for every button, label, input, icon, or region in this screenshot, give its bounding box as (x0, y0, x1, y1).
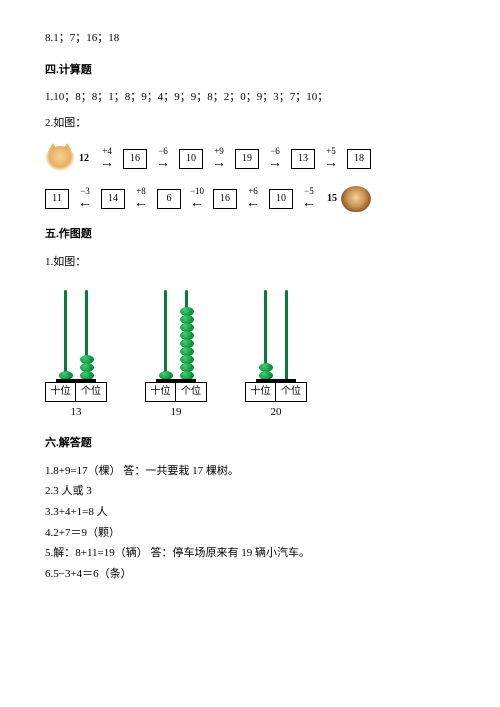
ones-rod (185, 290, 188, 380)
flow2-start: 15 (325, 191, 339, 207)
monkey-icon (341, 186, 371, 212)
flow-row-2: 11 −3← 14 +8← 6 −10← 16 +6← 10 −5← 15 (45, 186, 455, 212)
flow2-op-3: +8 (136, 187, 146, 196)
answer-line-4: 5.解：8+11=19（辆） 答：停车场原来有 19 辆小汽车。 (45, 545, 455, 563)
abacus-number: 13 (71, 404, 82, 422)
flow1-op-1: −6 (158, 147, 168, 156)
flow1-start: 12 (77, 151, 91, 167)
flow1-box-3: 13 (291, 149, 315, 169)
abacus-number: 20 (271, 404, 282, 422)
bead-icon (80, 371, 94, 380)
abacus-2: 十位个位 20 (245, 290, 307, 422)
flow1-op-3: −6 (270, 147, 280, 156)
flow2-box-4: 11 (45, 189, 69, 209)
position-labels: 十位个位 (45, 382, 107, 402)
answer-line-1: 2.3 人或 3 (45, 483, 455, 501)
abacus-1: 十位个位 19 (145, 290, 207, 422)
answer-line-2: 3.3+4+1=8 人 (45, 504, 455, 522)
section6-title: 六.解答题 (45, 435, 455, 453)
section4-title: 四.计算题 (45, 62, 455, 80)
flow2-box-3: 14 (101, 189, 125, 209)
ones-label: 个位 (276, 383, 306, 401)
abacus-rods (164, 290, 188, 380)
abacus-row: 十位个位13十位个位19十位个位20 (45, 290, 455, 422)
bead-icon (259, 371, 273, 380)
arrow-left-icon: ← (78, 197, 92, 211)
answer-line-0: 1.8+9=17（棵） 答：一共要栽 17 棵树。 (45, 463, 455, 481)
cat-icon (45, 146, 75, 172)
arrow-right-icon: → (156, 157, 170, 171)
section5-title: 五.作图题 (45, 226, 455, 244)
section6-lines: 1.8+9=17（棵） 答：一共要栽 17 棵树。 2.3 人或 3 3.3+4+1… (45, 463, 455, 584)
flow2-op-1: +6 (248, 187, 258, 196)
ones-label: 个位 (176, 383, 206, 401)
abacus-rods (64, 290, 88, 380)
flow-row-1: 12 +4→ 16 −6→ 10 +9→ 19 −6→ 13 +5→ 18 (45, 146, 455, 172)
flow1-op-2: +9 (214, 147, 224, 156)
flow2-box-0: 10 (269, 189, 293, 209)
answer-line-5: 6.5−3+4＝6（条） (45, 566, 455, 584)
tens-rod (264, 290, 267, 380)
ones-rod (85, 290, 88, 380)
abacus-number: 19 (171, 404, 182, 422)
line-8: 8.1；7；16；18 (45, 30, 455, 48)
flow-diagram: 12 +4→ 16 −6→ 10 +9→ 19 −6→ 13 +5→ 18 11… (45, 146, 455, 212)
flow1-box-2: 19 (235, 149, 259, 169)
tens-label: 十位 (46, 383, 76, 401)
tens-label: 十位 (246, 383, 276, 401)
arrow-right-icon: → (212, 157, 226, 171)
flow1-op-4: +5 (326, 147, 336, 156)
bead-icon (59, 371, 73, 380)
arrow-right-icon: → (100, 157, 114, 171)
arrow-left-icon: ← (246, 197, 260, 211)
flow2-op-0: −5 (304, 187, 314, 196)
ones-label: 个位 (76, 383, 106, 401)
position-labels: 十位个位 (245, 382, 307, 402)
position-labels: 十位个位 (145, 382, 207, 402)
arrow-left-icon: ← (190, 197, 204, 211)
abacus-rods (264, 290, 288, 380)
arrow-right-icon: → (268, 157, 282, 171)
arrow-left-icon: ← (302, 197, 316, 211)
arrow-left-icon: ← (134, 197, 148, 211)
bead-icon (159, 371, 173, 380)
flow1-box-1: 10 (179, 149, 203, 169)
section4-line2: 2.如图： (45, 115, 455, 133)
section4-line1: 1.10；8；8；1；8；9；4；9；9；8；2；0；9；3；7；10； (45, 89, 455, 107)
bead-icon (180, 371, 194, 380)
flow1-box-0: 16 (123, 149, 147, 169)
flow1-op-0: +4 (102, 147, 112, 156)
arrow-right-icon: → (324, 157, 338, 171)
flow2-box-1: 16 (213, 189, 237, 209)
tens-rod (164, 290, 167, 380)
flow2-op-2: −10 (190, 187, 204, 196)
section5-line1: 1.如图： (45, 254, 455, 272)
answer-line-3: 4.2+7＝9（颗） (45, 525, 455, 543)
flow2-box-2: 6 (157, 189, 181, 209)
abacus-0: 十位个位 13 (45, 290, 107, 422)
tens-rod (64, 290, 67, 380)
flow1-box-4: 18 (347, 149, 371, 169)
flow2-op-4: −3 (80, 187, 90, 196)
ones-rod (285, 290, 288, 380)
tens-label: 十位 (146, 383, 176, 401)
